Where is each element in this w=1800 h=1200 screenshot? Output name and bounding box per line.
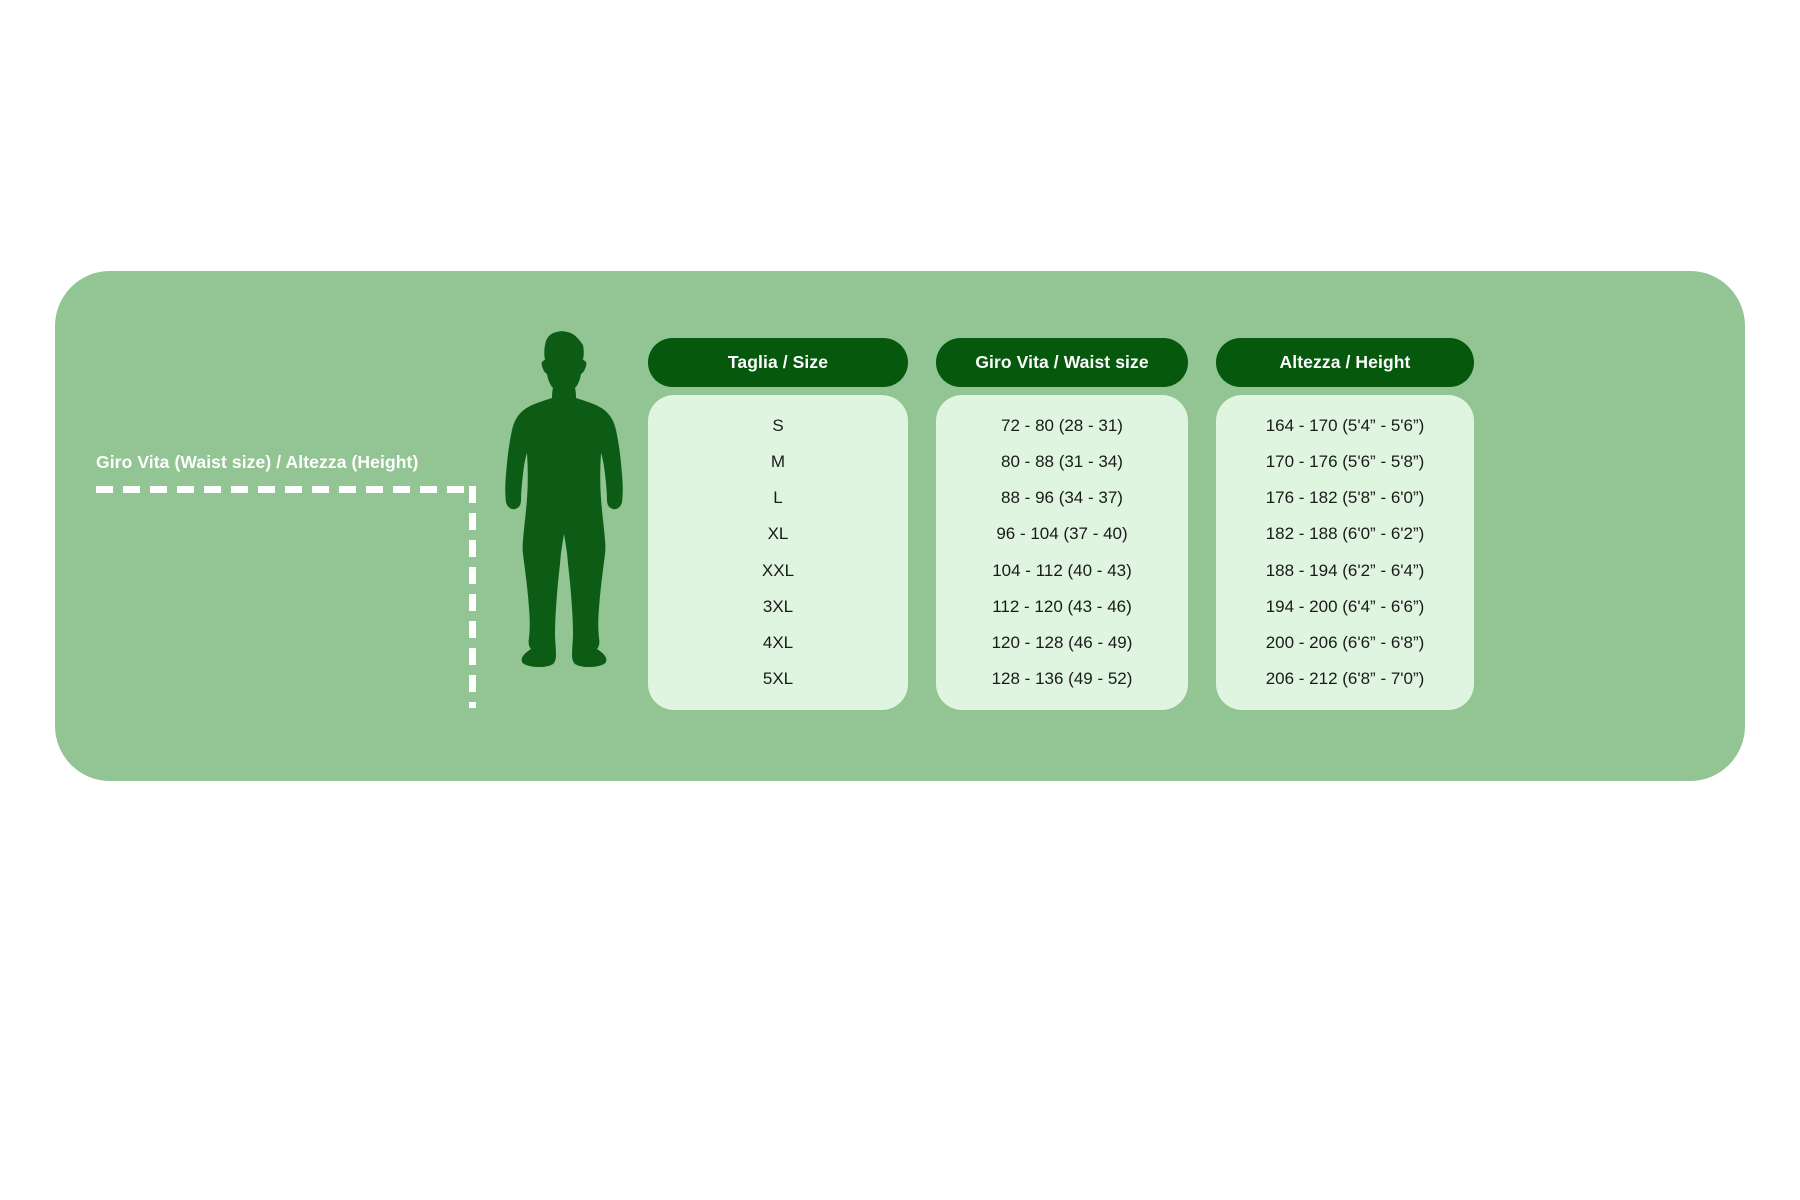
table-cell-waist: 120 - 128 (46 - 49): [991, 632, 1133, 652]
table-cell-size: L: [773, 488, 783, 508]
column-header-size: Taglia / Size: [648, 338, 908, 387]
table-cell-height: 170 - 176 (5'6” - 5'8”): [1265, 452, 1425, 472]
measurement-guide-label: Giro Vita (Waist size) / Altezza (Height…: [96, 452, 419, 472]
table-cell-waist: 96 - 104 (37 - 40): [996, 524, 1128, 544]
table-cell-waist: 72 - 80 (28 - 31): [1001, 416, 1123, 436]
column-body-waist: 72 - 80 (28 - 31) 80 - 88 (31 - 34) 88 -…: [936, 395, 1188, 710]
column-header-waist: Giro Vita / Waist size: [936, 338, 1188, 387]
table-cell-height: 194 - 200 (6'4” - 6'6”): [1265, 596, 1425, 616]
table-cell-height: 188 - 194 (6'2” - 6'4”): [1265, 560, 1425, 580]
size-table: Taglia / Size S M L XL XXL 3XL 4XL 5XL G…: [648, 338, 1474, 710]
height-dashed-guide-line: [469, 486, 476, 708]
table-cell-height: 182 - 188 (6'0” - 6'2”): [1265, 524, 1425, 544]
table-cell-size: S: [772, 416, 784, 436]
table-cell-height: 206 - 212 (6'8” - 7'0”): [1265, 668, 1425, 688]
table-cell-size: 3XL: [762, 596, 794, 616]
column-size: Taglia / Size S M L XL XXL 3XL 4XL 5XL: [648, 338, 908, 710]
table-cell-waist: 112 - 120 (43 - 46): [992, 596, 1132, 616]
table-cell-size: M: [770, 452, 786, 472]
table-cell-waist: 128 - 136 (49 - 52): [991, 668, 1133, 688]
standing-man-silhouette-icon: [505, 331, 623, 667]
table-cell-height: 176 - 182 (5'8” - 6'0”): [1265, 488, 1425, 508]
table-cell-size: 5XL: [762, 668, 794, 688]
column-header-height: Altezza / Height: [1216, 338, 1474, 387]
column-height: Altezza / Height 164 - 170 (5'4” - 5'6”)…: [1216, 338, 1474, 710]
table-cell-size: XXL: [761, 560, 795, 580]
table-cell-waist: 80 - 88 (31 - 34): [1001, 452, 1123, 472]
table-cell-height: 200 - 206 (6'6” - 6'8”): [1265, 632, 1425, 652]
column-waist: Giro Vita / Waist size 72 - 80 (28 - 31)…: [936, 338, 1188, 710]
column-body-height: 164 - 170 (5'4” - 5'6”) 170 - 176 (5'6” …: [1216, 395, 1474, 710]
column-body-size: S M L XL XXL 3XL 4XL 5XL: [648, 395, 908, 710]
waist-dashed-guide-line: [96, 486, 476, 493]
table-cell-waist: 88 - 96 (34 - 37): [1001, 488, 1123, 508]
table-cell-size: XL: [767, 524, 789, 544]
table-cell-waist: 104 - 112 (40 - 43): [992, 560, 1132, 580]
table-cell-size: 4XL: [762, 632, 794, 652]
table-cell-height: 164 - 170 (5'4” - 5'6”): [1265, 416, 1425, 436]
